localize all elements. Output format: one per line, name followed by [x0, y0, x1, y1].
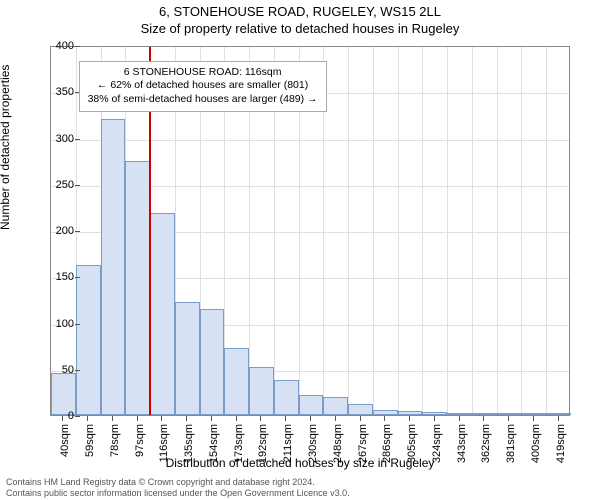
annotation-line: 6 STONEHOUSE ROAD: 116sqm: [88, 66, 318, 80]
grid-line: [373, 47, 374, 415]
y-axis-label: Number of detached properties: [0, 65, 12, 230]
y-tick-mark: [75, 324, 80, 325]
y-tick-label: 400: [38, 40, 74, 52]
histogram-bar: [398, 411, 423, 415]
histogram-bar: [200, 309, 225, 415]
histogram-bar: [101, 119, 126, 415]
y-tick-label: 50: [38, 364, 74, 376]
x-tick-mark: [62, 416, 63, 421]
x-tick-mark: [285, 416, 286, 421]
y-tick-mark: [75, 277, 80, 278]
y-tick-label: 250: [38, 179, 74, 191]
histogram-bar: [76, 265, 101, 415]
x-tick-mark: [459, 416, 460, 421]
y-tick-label: 0: [38, 410, 74, 422]
y-tick-mark: [75, 370, 80, 371]
grid-line: [398, 47, 399, 415]
x-tick-mark: [211, 416, 212, 421]
x-tick-mark: [409, 416, 410, 421]
histogram-bar: [274, 380, 299, 415]
histogram-bar: [51, 373, 76, 415]
x-tick-mark: [260, 416, 261, 421]
histogram-bar: [175, 302, 200, 415]
y-tick-mark: [75, 185, 80, 186]
footer-attribution: Contains HM Land Registry data © Crown c…: [6, 477, 350, 498]
x-tick-mark: [483, 416, 484, 421]
grid-line: [348, 47, 349, 415]
y-tick-label: 150: [38, 271, 74, 283]
grid-line: [447, 47, 448, 415]
x-tick-mark: [384, 416, 385, 421]
x-tick-mark: [87, 416, 88, 421]
footer-line-2: Contains public sector information licen…: [6, 488, 350, 498]
y-tick-label: 100: [38, 318, 74, 330]
histogram-bar: [447, 413, 472, 415]
x-tick-mark: [558, 416, 559, 421]
histogram-bar: [373, 410, 398, 415]
histogram-bar: [546, 413, 571, 415]
grid-line: [546, 47, 547, 415]
x-tick-mark: [533, 416, 534, 421]
y-tick-mark: [75, 416, 80, 417]
grid-line: [51, 140, 569, 141]
x-tick-mark: [434, 416, 435, 421]
histogram-bar: [422, 412, 447, 415]
histogram-bar: [224, 348, 249, 415]
histogram-bar: [249, 367, 274, 415]
x-tick-mark: [508, 416, 509, 421]
page-subtitle: Size of property relative to detached ho…: [0, 19, 600, 36]
x-tick-mark: [335, 416, 336, 421]
x-tick-mark: [236, 416, 237, 421]
grid-line: [422, 47, 423, 415]
annotation-box: 6 STONEHOUSE ROAD: 116sqm← 62% of detach…: [79, 61, 327, 112]
histogram-bar: [497, 413, 522, 415]
x-tick-mark: [137, 416, 138, 421]
histogram-bar: [125, 161, 150, 415]
y-tick-label: 300: [38, 133, 74, 145]
histogram-bar: [299, 395, 324, 415]
y-tick-label: 350: [38, 86, 74, 98]
annotation-line: 38% of semi-detached houses are larger (…: [88, 93, 318, 107]
page-title: 6, STONEHOUSE ROAD, RUGELEY, WS15 2LL: [0, 0, 600, 19]
y-tick-mark: [75, 46, 80, 47]
histogram-bar: [472, 413, 497, 415]
annotation-line: ← 62% of detached houses are smaller (80…: [88, 79, 318, 93]
footer-line-1: Contains HM Land Registry data © Crown c…: [6, 477, 350, 487]
y-tick-mark: [75, 231, 80, 232]
histogram-bar: [323, 397, 348, 416]
histogram-bar: [348, 404, 373, 415]
x-tick-mark: [161, 416, 162, 421]
x-tick-mark: [186, 416, 187, 421]
x-tick-mark: [310, 416, 311, 421]
x-tick-mark: [360, 416, 361, 421]
y-tick-mark: [75, 139, 80, 140]
histogram-bar: [521, 413, 546, 415]
grid-line: [497, 47, 498, 415]
histogram-bar: [150, 213, 175, 415]
grid-line: [521, 47, 522, 415]
x-tick-mark: [112, 416, 113, 421]
y-tick-label: 200: [38, 225, 74, 237]
grid-line: [472, 47, 473, 415]
